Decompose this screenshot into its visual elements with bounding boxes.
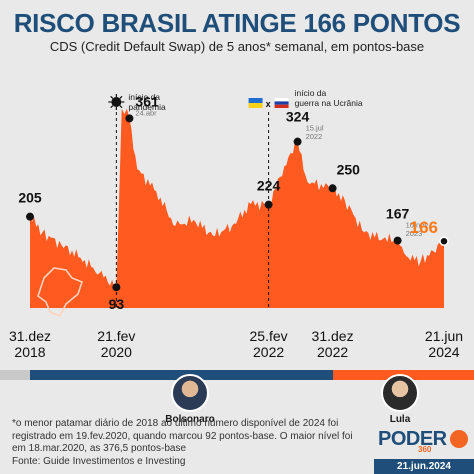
lula-avatar	[381, 374, 419, 412]
virus-icon-spike	[119, 105, 123, 109]
footnote: *o menor patamar diário de 2018 ao últim…	[12, 418, 362, 468]
russia-flag-icon	[274, 98, 289, 102]
data-point-324	[293, 137, 302, 146]
event-label-ukraine-war: início da guerra na Ucrânia	[295, 88, 363, 108]
data-point-224	[264, 200, 273, 209]
president-bolsonaro: Bolsonaro	[150, 374, 230, 425]
x-tick-year-3: 2022	[317, 344, 348, 360]
data-point-361	[125, 114, 134, 123]
russia-flag-icon-lower	[274, 104, 289, 108]
data-point-250	[328, 184, 337, 193]
data-sublabel-167: 10.nov 2023	[406, 221, 429, 239]
ukraine-flag-icon	[248, 98, 263, 103]
brazil-map-icon	[37, 267, 83, 318]
x-tick-day-4: 21.jun	[425, 328, 463, 344]
data-point-205	[26, 212, 34, 221]
data-label-166: 166	[410, 218, 438, 237]
footnote-text: *o menor patamar diário de 2018 ao últim…	[12, 418, 353, 454]
source-text: Fonte: Guide Investimentos e Investing	[12, 455, 186, 467]
virus-icon-spike	[110, 105, 114, 109]
virus-icon-spike	[110, 95, 114, 99]
x-tick-day-3: 31.dez	[312, 328, 354, 344]
x-tick-year-4: 2024	[428, 344, 459, 360]
data-label-361: 361	[135, 93, 159, 109]
data-label-167: 167	[386, 206, 410, 222]
data-label-324: 324	[286, 109, 310, 125]
x-tick-year-1: 2020	[101, 344, 132, 360]
x-tick-year-0: 2018	[14, 344, 45, 360]
brand-logo-dot	[450, 430, 468, 448]
president-lula: Lula	[360, 374, 440, 425]
chart-title: RISCO BRASIL ATINGE 166 PONTOS	[13, 8, 461, 38]
virus-icon-spike	[119, 95, 123, 99]
data-point-166	[439, 236, 449, 246]
data-point-93	[112, 283, 121, 292]
x-tick-day-0: 31.dez	[9, 328, 51, 344]
data-label-205: 205	[18, 190, 42, 206]
cds-area-chart: início da pandemia x início da guerra na Ucr…	[9, 88, 463, 360]
brand-logo: PODER	[378, 428, 447, 450]
data-label-250: 250	[337, 161, 361, 177]
brand-logo-suffix: 360	[418, 445, 432, 454]
bolsonaro-label: Bolsonaro	[165, 414, 215, 425]
data-label-93: 93	[109, 296, 125, 312]
ukraine-flag-icon-lower	[248, 103, 263, 108]
bolsonaro-avatar	[171, 374, 209, 412]
x-tick-day-1: 21.fev	[97, 328, 135, 344]
x-tick-day-2: 25.fev	[250, 328, 288, 344]
data-sublabel-361: 24.abr	[135, 108, 157, 117]
event-label-pandemic: início da pandemia	[128, 92, 166, 112]
data-label-224: 224	[257, 178, 281, 194]
x-tick-year-2: 2022	[253, 344, 284, 360]
versus-mark-icon: x	[266, 99, 271, 109]
chart-subtitle: CDS (Credit Default Swap) de 5 anos* sem…	[49, 39, 425, 54]
cds-area-series	[30, 108, 444, 308]
data-sublabel-324: 15.jul 2022	[306, 124, 324, 141]
data-point-167	[393, 236, 402, 245]
lula-label: Lula	[389, 414, 411, 425]
virus-icon	[111, 97, 122, 107]
russia-flag-icon-mid	[274, 101, 289, 105]
publication-date: 21.jun.2024	[374, 459, 474, 474]
